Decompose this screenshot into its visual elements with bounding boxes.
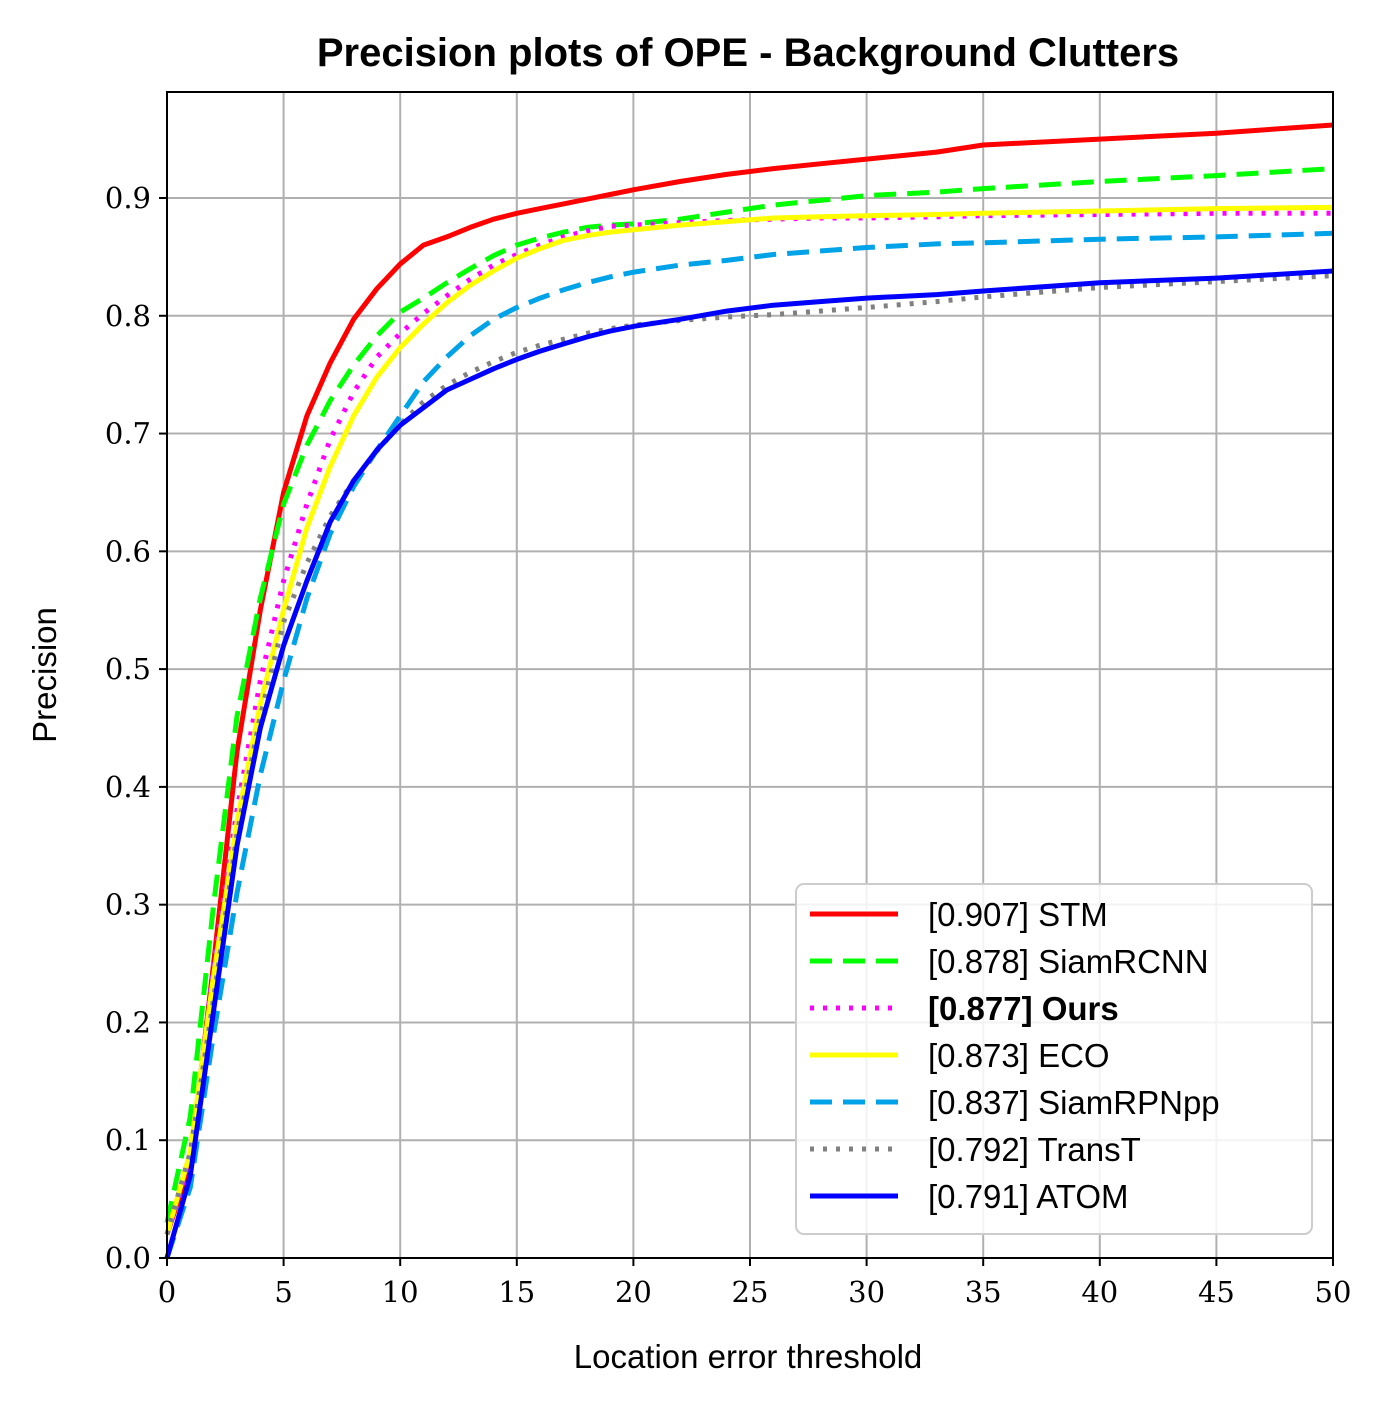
y-tick-label: 0.8 — [105, 299, 151, 333]
legend-box — [795, 883, 1313, 1235]
x-ticks: 0 5 10 15 20 25 30 35 40 45 50 — [158, 1258, 1352, 1309]
x-tick-label: 10 — [382, 1275, 419, 1309]
x-tick-label: 15 — [498, 1275, 535, 1309]
legend-entry: [0.791] ATOM — [928, 1178, 1129, 1215]
x-tick-label: 5 — [274, 1275, 292, 1309]
x-tick-label: 25 — [732, 1275, 769, 1309]
series-line-0-791-atom — [164, 268, 1334, 1259]
y-tick-label: 0.0 — [105, 1241, 151, 1275]
legend-entry: [0.907] STM — [928, 896, 1108, 933]
y-tick-label: 0.1 — [105, 1123, 151, 1157]
legend-entry: [0.878] SiamRCNN — [928, 943, 1209, 980]
y-tick-label: 0.7 — [105, 417, 151, 451]
y-ticks: 0.0 0.1 0.2 0.3 0.4 0.5 0.6 0.7 0.8 0.9 — [105, 181, 167, 1275]
series-lines — [164, 122, 1334, 1259]
y-tick-label: 0.3 — [105, 888, 151, 922]
chart-title: Precision plots of OPE - Background Clut… — [317, 31, 1179, 75]
x-tick-label: 20 — [615, 1275, 652, 1309]
series-line-0-877-ours — [164, 210, 1333, 1236]
y-axis-label: Precision — [26, 607, 63, 743]
y-tick-label: 0.4 — [105, 770, 151, 804]
y-tick-label: 0.9 — [105, 181, 151, 215]
legend-entry: [0.837] SiamRPNpp — [928, 1084, 1220, 1121]
series-line-0-907-stm — [164, 122, 1334, 1236]
legend-entry: [0.792] TransT — [928, 1131, 1141, 1168]
x-tick-label: 0 — [158, 1275, 176, 1309]
x-tick-label: 45 — [1198, 1275, 1235, 1309]
x-tick-label: 35 — [965, 1275, 1002, 1309]
series-line-0-837-siamrpnpp — [164, 230, 1334, 1259]
x-tick-label: 30 — [848, 1275, 885, 1309]
x-tick-label: 40 — [1081, 1275, 1118, 1309]
y-tick-label: 0.5 — [105, 652, 151, 686]
legend-entry: [0.873] ECO — [928, 1037, 1110, 1074]
series-line-0-873-eco — [164, 204, 1334, 1236]
y-tick-label: 0.2 — [105, 1005, 151, 1039]
y-tick-label: 0.6 — [105, 534, 151, 568]
x-axis-label: Location error threshold — [574, 1338, 923, 1375]
legend-entry: [0.877] Ours — [928, 990, 1119, 1027]
x-tick-label: 50 — [1315, 1275, 1352, 1309]
series-line-0-878-siamrcnn — [164, 166, 1334, 1224]
series-line-0-792-transt — [164, 273, 1334, 1236]
legend: [0.907] STM [0.878] SiamRCNN [0.877] Ours [… — [795, 883, 1313, 1235]
